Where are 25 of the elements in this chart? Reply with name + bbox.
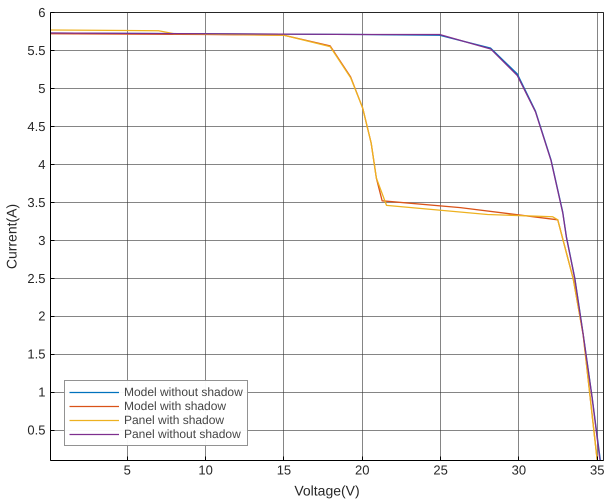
x-tick-label: 20 xyxy=(355,462,370,478)
legend-label: Model with shadow xyxy=(124,399,226,413)
y-tick-label: 5.5 xyxy=(27,42,46,58)
y-axis-title: Current(A) xyxy=(3,204,20,270)
y-tick-label: 4.5 xyxy=(27,118,46,134)
legend-label: Panel with shadow xyxy=(124,413,224,427)
x-axis-title: Voltage(V) xyxy=(294,482,360,498)
x-tick-label: 30 xyxy=(512,462,526,478)
y-tick-label: 5 xyxy=(38,80,46,96)
y-tick-label: 6 xyxy=(38,5,46,20)
y-tick-label: 1 xyxy=(38,384,46,400)
y-tick-label: 3.5 xyxy=(27,194,46,210)
y-tick-label: 3 xyxy=(38,232,46,248)
x-tick-label: 10 xyxy=(198,462,213,478)
x-tick-label: 35 xyxy=(590,462,604,478)
legend-label: Panel without shadow xyxy=(124,427,241,441)
y-tick-label: 0.5 xyxy=(27,422,46,438)
y-tick-label: 1.5 xyxy=(27,346,46,362)
y-tick-label: 4 xyxy=(38,156,46,172)
y-tick-label: 2 xyxy=(38,308,46,324)
x-tick-label: 25 xyxy=(433,462,448,478)
x-tick-label: 15 xyxy=(276,462,292,478)
legend-label: Model without shadow xyxy=(124,385,243,399)
y-tick-label: 2.5 xyxy=(27,270,46,286)
x-tick-label: 5 xyxy=(124,462,131,478)
